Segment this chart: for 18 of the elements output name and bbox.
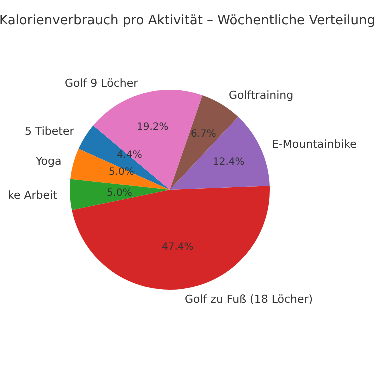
slice-label: Yoga [35, 155, 62, 168]
data-label: 6.7% [191, 129, 216, 140]
pie-slice [170, 117, 270, 190]
slice-label: E-Mountainbike [272, 138, 358, 151]
slice-label: ke Arbeit [8, 189, 58, 202]
data-label: 12.4% [213, 157, 245, 168]
slice-label: Golftraining [229, 89, 294, 102]
slice-label: Golf 9 Löcher [65, 77, 139, 90]
chart-title: Kalorienverbrauch pro Aktivität – Wöchentliche Verteilung [0, 14, 375, 29]
pie-slice [70, 179, 170, 210]
data-label: 47.4% [162, 242, 194, 253]
pie-slice [70, 149, 170, 190]
slice-label: 5 Tibeter [25, 125, 75, 138]
slice-label: Golf zu Fuß (18 Löcher) [185, 293, 314, 306]
pie-slice [72, 186, 270, 290]
data-label: 5.0% [109, 167, 134, 178]
data-label: 19.2% [137, 122, 169, 133]
data-label: 5.0% [107, 188, 132, 199]
